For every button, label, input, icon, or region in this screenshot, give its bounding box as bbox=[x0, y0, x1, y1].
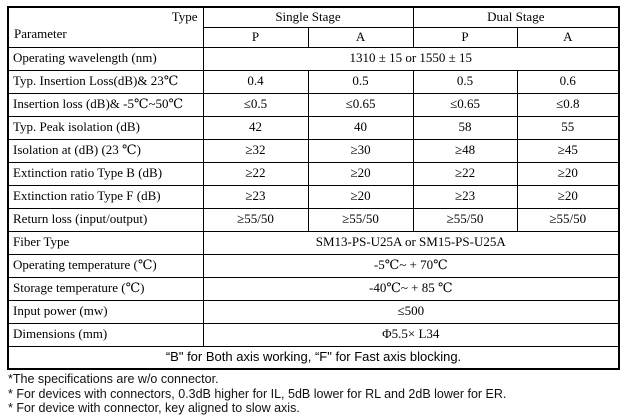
row-label: Fiber Type bbox=[7, 230, 204, 255]
row-label: Extinction ratio Type B (dB) bbox=[7, 161, 204, 186]
column-group-single-stage: Single Stage bbox=[202, 6, 414, 28]
row-value: ≤0.8 bbox=[516, 92, 620, 117]
row-value: ≥55/50 bbox=[412, 207, 518, 232]
table-row: Storage temperature (℃) -40℃~ + 85 ℃ bbox=[7, 276, 620, 301]
row-label: Insertion loss (dB)& -5℃~50℃ bbox=[7, 92, 204, 117]
row-label: Return loss (input/output) bbox=[7, 207, 204, 232]
row-value: ≤0.65 bbox=[412, 92, 518, 117]
row-value: ≥22 bbox=[412, 161, 518, 186]
subcolumn-header-single-a: A bbox=[307, 26, 414, 48]
row-value: ≥20 bbox=[516, 184, 620, 209]
subcolumn-header-single-p: P bbox=[202, 26, 309, 48]
row-value: 40 bbox=[307, 115, 414, 140]
row-value: 55 bbox=[516, 115, 620, 140]
row-value: 0.5 bbox=[412, 69, 518, 94]
spec-table: Type Parameter Single Stage Dual Stage P… bbox=[7, 6, 621, 370]
row-value: ≥20 bbox=[516, 161, 620, 186]
row-value: ≥32 bbox=[202, 138, 309, 163]
table-row: Fiber Type SM13-PS-U25A or SM15-PS-U25A bbox=[7, 230, 620, 255]
row-value: 58 bbox=[412, 115, 518, 140]
row-value: ≥23 bbox=[202, 184, 309, 209]
row-value: 42 bbox=[202, 115, 309, 140]
row-value: ≥20 bbox=[307, 161, 414, 186]
corner-parameter-label: Parameter bbox=[14, 26, 67, 41]
header-row-groups: Type Parameter Single Stage Dual Stage bbox=[7, 6, 620, 48]
table-row: Operating wavelength (nm) 1310 ± 15 or 1… bbox=[7, 46, 620, 71]
row-label: Storage temperature (℃) bbox=[7, 276, 204, 301]
row-value: ≥20 bbox=[307, 184, 414, 209]
row-value-span: -40℃~ + 85 ℃ bbox=[202, 276, 620, 301]
row-label: Typ. Peak isolation (dB) bbox=[7, 115, 204, 140]
row-label: Input power (mw) bbox=[7, 299, 204, 324]
corner-type-label: Type bbox=[171, 9, 198, 24]
row-value: ≤0.5 bbox=[202, 92, 309, 117]
row-value: ≤0.65 bbox=[307, 92, 414, 117]
table-row: Typ. Peak isolation (dB) 42 40 58 55 bbox=[7, 115, 620, 140]
row-label: Isolation at (dB) (23 ℃) bbox=[7, 138, 204, 163]
subcolumn-header-dual-p: P bbox=[412, 26, 518, 48]
row-value: 0.6 bbox=[516, 69, 620, 94]
table-row: Input power (mw) ≤500 bbox=[7, 299, 620, 324]
row-value-span: Φ5.5× L34 bbox=[202, 322, 620, 347]
row-value: ≥55/50 bbox=[202, 207, 309, 232]
row-value: ≥22 bbox=[202, 161, 309, 186]
row-value-span: -5℃~ + 70℃ bbox=[202, 253, 620, 278]
row-value-span: 1310 ± 15 or 1550 ± 15 bbox=[202, 46, 620, 71]
row-value-span: ≤500 bbox=[202, 299, 620, 324]
table-row: Typ. Insertion Loss(dB)& 23℃ 0.4 0.5 0.5… bbox=[7, 69, 620, 94]
table-row: Operating temperature (℃) -5℃~ + 70℃ bbox=[7, 253, 620, 278]
row-value: ≥55/50 bbox=[516, 207, 620, 232]
table-footer-row: “B" for Both axis working, “F" for Fast … bbox=[7, 345, 620, 370]
row-label: Typ. Insertion Loss(dB)& 23℃ bbox=[7, 69, 204, 94]
row-value-span: SM13-PS-U25A or SM15-PS-U25A bbox=[202, 230, 620, 255]
table-row: Extinction ratio Type F (dB) ≥23 ≥20 ≥23… bbox=[7, 184, 620, 209]
table-row: Insertion loss (dB)& -5℃~50℃ ≤0.5 ≤0.65 … bbox=[7, 92, 620, 117]
row-value: ≥45 bbox=[516, 138, 620, 163]
footnotes: *The specifications are w/o connector. *… bbox=[8, 372, 618, 416]
corner-header-cell: Type Parameter bbox=[7, 6, 204, 48]
row-label: Extinction ratio Type F (dB) bbox=[7, 184, 204, 209]
table-row: Dimensions (mm) Φ5.5× L34 bbox=[7, 322, 620, 347]
table-footer-note: “B" for Both axis working, “F" for Fast … bbox=[7, 345, 620, 370]
row-label: Operating temperature (℃) bbox=[7, 253, 204, 278]
header-row-subcolumns: P A P A bbox=[8, 26, 620, 48]
footnote-2: * For devices with connectors, 0.3dB hig… bbox=[8, 386, 507, 401]
footnote-3: * For device with connector, key aligned… bbox=[8, 401, 300, 415]
row-value: ≥30 bbox=[307, 138, 414, 163]
table-row: Extinction ratio Type B (dB) ≥22 ≥20 ≥22… bbox=[7, 161, 620, 186]
row-value: ≥48 bbox=[412, 138, 518, 163]
footnote-1: *The specifications are w/o connector. bbox=[8, 372, 219, 386]
row-value: ≥23 bbox=[412, 184, 518, 209]
subcolumn-header-dual-a: A bbox=[516, 26, 620, 48]
row-label: Dimensions (mm) bbox=[7, 322, 204, 347]
row-value: ≥55/50 bbox=[307, 207, 414, 232]
row-value: 0.4 bbox=[202, 69, 309, 94]
table-row: Isolation at (dB) (23 ℃) ≥32 ≥30 ≥48 ≥45 bbox=[7, 138, 620, 163]
row-value: 0.5 bbox=[307, 69, 414, 94]
row-label: Operating wavelength (nm) bbox=[7, 46, 204, 71]
table-row: Return loss (input/output) ≥55/50 ≥55/50… bbox=[7, 207, 620, 232]
column-group-dual-stage: Dual Stage bbox=[412, 6, 620, 28]
